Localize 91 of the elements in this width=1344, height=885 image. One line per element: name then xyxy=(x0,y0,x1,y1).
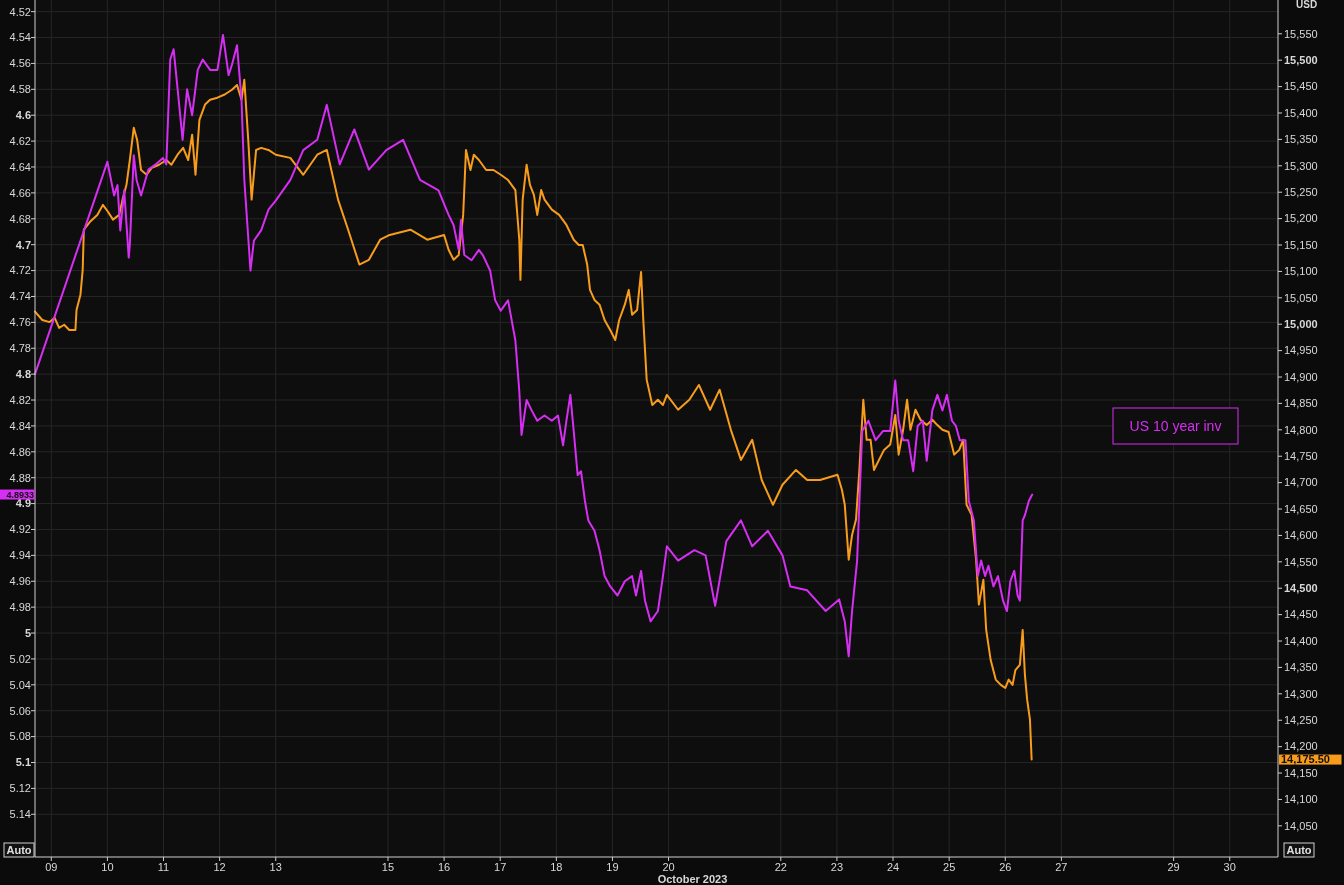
y2-tick-label: 14,100 xyxy=(1284,793,1318,806)
y-tick-label: 4.56 xyxy=(9,57,31,70)
y2-tick-label: 14,600 xyxy=(1284,529,1318,542)
x-tick-label: 10 xyxy=(101,861,114,873)
y2-tick-label: 15,150 xyxy=(1284,238,1318,251)
x-tick-label: 16 xyxy=(437,861,451,873)
text: US 10 year inv xyxy=(1129,417,1222,434)
y2-tick-label: 15,400 xyxy=(1284,106,1318,119)
y2-tick-label: 14,700 xyxy=(1284,476,1318,489)
text: Auto xyxy=(1286,843,1312,856)
y2-tick-label: 15,050 xyxy=(1284,291,1318,304)
y-tick-label: 4.8 xyxy=(15,367,31,380)
y-tick-label: 4.68 xyxy=(9,212,31,225)
y-tick-label: 4.86 xyxy=(9,445,31,458)
y2-tick-label: 14,250 xyxy=(1284,714,1318,727)
y-tick-label: 4.96 xyxy=(9,575,31,588)
y2-tick-label: 15,100 xyxy=(1284,265,1318,278)
text: 4.8933 xyxy=(6,489,34,500)
text: Auto xyxy=(6,843,32,856)
y-tick-label: 4.58 xyxy=(9,83,31,96)
y-tick-label: 4.54 xyxy=(9,31,31,44)
y-tick-label: 4.7 xyxy=(15,238,31,251)
y2-tick-label: 15,300 xyxy=(1284,159,1318,172)
y-tick-label: 4.82 xyxy=(9,393,31,406)
y-tick-label: 4.64 xyxy=(9,160,31,173)
y-tick-label: 4.84 xyxy=(9,419,31,432)
x-tick-label: 29 xyxy=(1167,861,1180,873)
y2-tick-label: 14,550 xyxy=(1284,555,1318,568)
y2-tick-label: 14,950 xyxy=(1284,344,1318,357)
y2-tick-label: 14,900 xyxy=(1284,370,1318,383)
y-tick-label: 5.08 xyxy=(9,730,31,743)
y-tick-label: 4.9 xyxy=(15,497,31,510)
x-tick-label: 30 xyxy=(1223,861,1236,873)
y-tick-label: 5.14 xyxy=(9,808,31,821)
y2-tick-label: 15,000 xyxy=(1284,318,1318,331)
x-axis-title: October 2023 xyxy=(657,873,728,885)
x-tick-label: 27 xyxy=(1055,861,1068,873)
y2-tick-label: 14,650 xyxy=(1284,502,1318,515)
text: 14,175.50 xyxy=(1281,753,1330,766)
y2-tick-label: 14,800 xyxy=(1284,423,1318,436)
x-tick-label: 13 xyxy=(269,861,282,873)
y2-tick-label: 15,200 xyxy=(1284,212,1318,225)
y-tick-label: 4.78 xyxy=(9,342,31,355)
y-tick-label: 5.02 xyxy=(9,652,31,665)
y2-tick-label: 14,850 xyxy=(1284,397,1318,410)
x-tick-label: 12 xyxy=(213,861,226,873)
y-tick-label: 5.12 xyxy=(9,782,31,795)
y2-tick-label: 15,550 xyxy=(1284,27,1318,40)
x-tick-label: 11 xyxy=(157,861,170,873)
x-tick-label: 24 xyxy=(886,861,900,873)
y-tick-label: 4.76 xyxy=(9,316,31,329)
y-tick-label: 4.72 xyxy=(9,264,31,277)
x-tick-label: 20 xyxy=(662,861,675,873)
x-tick-label: 15 xyxy=(381,861,395,873)
y2-tick-label: 15,500 xyxy=(1284,54,1318,67)
y2-tick-label: 14,400 xyxy=(1284,634,1318,647)
x-tick-label: 09 xyxy=(45,861,58,873)
y-tick-label: 4.52 xyxy=(9,5,31,18)
y-tick-label: 5.06 xyxy=(9,704,31,717)
y2-tick-label: 14,300 xyxy=(1284,687,1318,700)
y-tick-label: 4.88 xyxy=(9,471,31,484)
x-tick-label: 23 xyxy=(830,861,844,873)
x-tick-label: 18 xyxy=(550,861,563,873)
x-tick-label: 17 xyxy=(494,861,507,873)
y2-tick-label: 14,500 xyxy=(1284,582,1318,595)
y2-tick-label: 14,450 xyxy=(1284,608,1318,621)
y2-tick-label: 14,350 xyxy=(1284,661,1318,674)
y2-axis-title: USD xyxy=(1296,0,1318,10)
x-tick-label: 26 xyxy=(999,861,1012,873)
y2-tick-label: 14,050 xyxy=(1284,819,1318,832)
x-tick-label: 19 xyxy=(606,861,619,873)
x-tick-label: 22 xyxy=(774,861,787,873)
y-tick-label: 5.1 xyxy=(15,756,31,769)
y-tick-label: 4.66 xyxy=(9,186,31,199)
y2-tick-label: 14,750 xyxy=(1284,450,1318,463)
y-tick-label: 4.6 xyxy=(15,109,31,122)
y2-tick-label: 14,200 xyxy=(1284,740,1318,753)
y-tick-label: 4.74 xyxy=(9,290,31,303)
y-tick-label: 4.94 xyxy=(9,549,31,562)
y2-tick-label: 15,250 xyxy=(1284,186,1318,199)
y2-tick-label: 14,150 xyxy=(1284,766,1318,779)
line-series xyxy=(34,78,1033,761)
y2-tick-label: 15,450 xyxy=(1284,80,1318,93)
y-tick-label: 5.04 xyxy=(9,678,31,691)
y-tick-label: 4.62 xyxy=(9,134,31,147)
y-tick-label: 5 xyxy=(24,626,31,639)
y-tick-label: 4.92 xyxy=(9,523,31,536)
y-tick-label: 4.98 xyxy=(9,601,31,613)
x-tick-label: 25 xyxy=(943,861,956,873)
line-series xyxy=(34,33,1034,658)
y2-tick-label: 15,350 xyxy=(1284,133,1318,146)
